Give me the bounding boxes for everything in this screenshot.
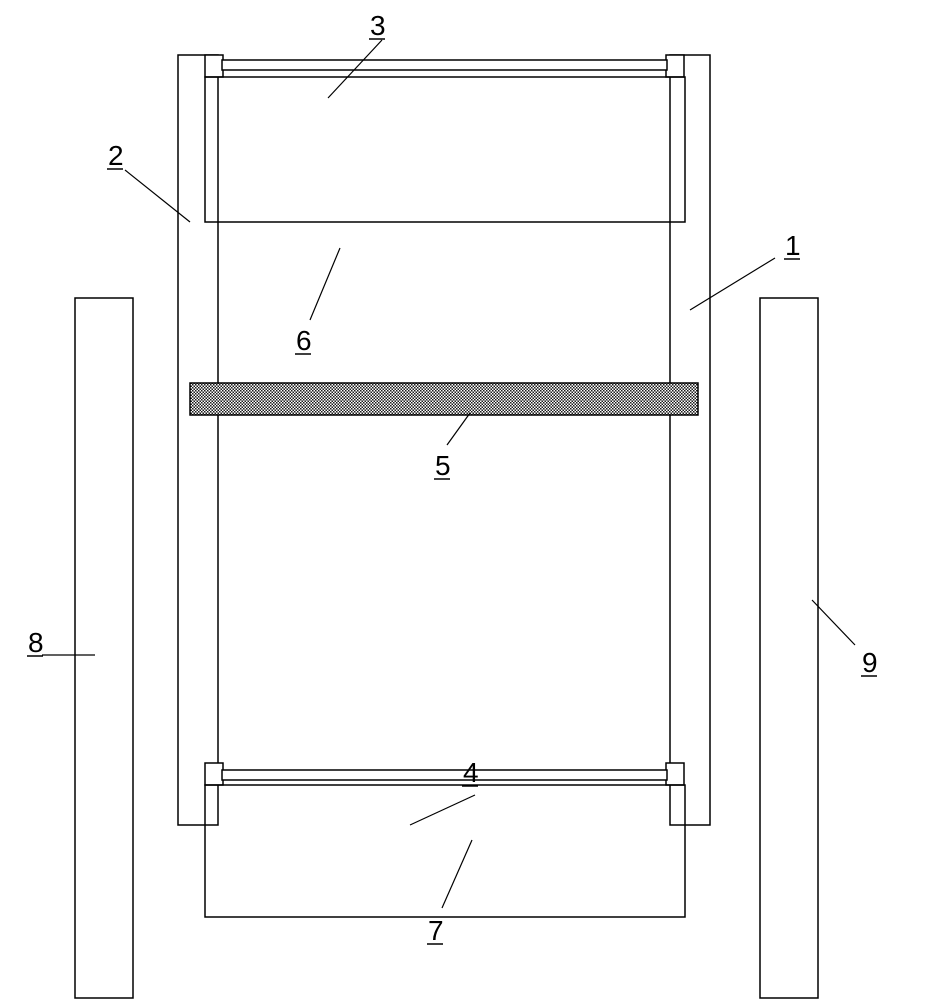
left-frame (178, 55, 218, 825)
right-frame (670, 55, 710, 825)
leader-line-7 (442, 840, 472, 908)
diagram-container: 1 2 3 4 5 6 7 8 9 (0, 0, 943, 1000)
mesh-bar (190, 383, 698, 415)
label-1: 1 (785, 230, 801, 261)
label-7: 7 (428, 915, 444, 946)
label-6: 6 (296, 325, 312, 356)
bottom-block (205, 785, 685, 917)
leader-line-4 (410, 795, 475, 825)
leader-line-6 (310, 248, 340, 320)
leader-line-5 (447, 413, 470, 445)
label-8: 8 (28, 627, 44, 658)
top-block (205, 77, 685, 222)
label-2: 2 (108, 140, 124, 171)
left-vertical-bar (75, 298, 133, 998)
label-5: 5 (435, 450, 451, 481)
technical-diagram: 1 2 3 4 5 6 7 8 9 (0, 0, 943, 1000)
label-3: 3 (370, 10, 386, 41)
label-4: 4 (463, 757, 479, 788)
label-9: 9 (862, 647, 878, 678)
right-vertical-bar (760, 298, 818, 998)
